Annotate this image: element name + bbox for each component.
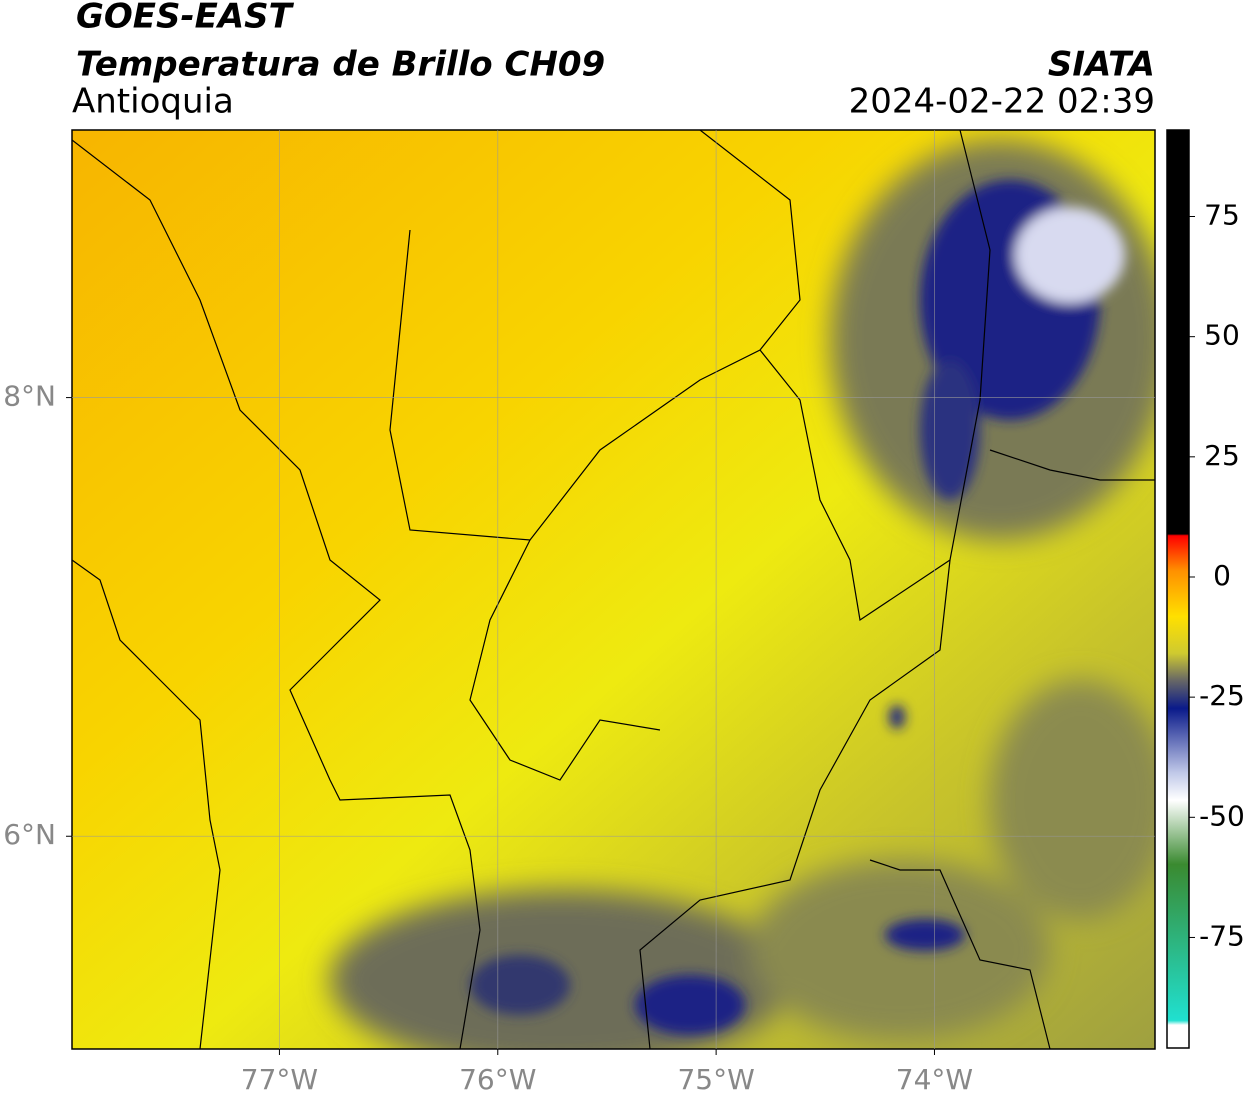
y-tick-label: 8°N — [3, 380, 56, 413]
colorbar-tick-label: -25 — [1199, 679, 1245, 712]
x-tick-label: 75°W — [677, 1063, 754, 1096]
datetime: 2024-02-22 02:39 — [849, 82, 1155, 122]
colorbar-tick-label: 75 — [1204, 199, 1240, 232]
colorbar-tick-label: 25 — [1204, 439, 1240, 472]
map-image — [72, 130, 1155, 1049]
source: SIATA — [1048, 45, 1155, 85]
x-tick-label: 76°W — [459, 1063, 536, 1096]
x-tick-label: 74°W — [896, 1063, 973, 1096]
x-tick-label: 77°W — [241, 1063, 318, 1096]
title: GOES-EAST — [76, 0, 295, 37]
colorbar-tick-label: 0 — [1213, 559, 1231, 592]
region: Antioquia — [72, 82, 234, 122]
colorbar-tick-label: -50 — [1199, 799, 1245, 832]
y-tick-label: 6°N — [3, 818, 56, 851]
subtitle: Temperatura de Brillo CH09 — [76, 45, 605, 85]
colorbar — [1166, 129, 1190, 1049]
colorbar-tick-label: 50 — [1204, 319, 1240, 352]
map-frame — [71, 129, 1156, 1050]
colorbar-tick-label: -75 — [1199, 919, 1245, 952]
